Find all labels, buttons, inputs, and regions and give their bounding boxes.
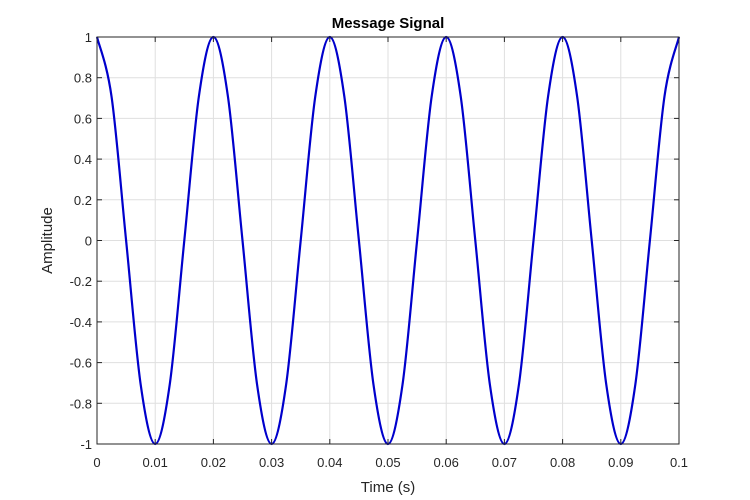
x-axis-label: Time (s)	[361, 479, 415, 496]
y-tick-label: 0.6	[74, 111, 92, 126]
y-tick-label: 0.4	[74, 152, 92, 167]
y-tick-label: 0.2	[74, 193, 92, 208]
x-tick-label: 0.03	[259, 455, 284, 470]
x-tick-label: 0.07	[492, 455, 517, 470]
ticks: 0 0.01 0.02 0.03 0.04 0.05 0.06 0.07 0.08 0.09 0.1…	[70, 30, 688, 470]
y-tick-label: -0.6	[70, 356, 92, 371]
y-tick-label: -1	[80, 437, 92, 452]
y-tick-label: -0.8	[70, 396, 92, 411]
x-tick-label: 0.06	[434, 455, 459, 470]
y-tick-label: -0.2	[70, 274, 92, 289]
x-tick-label: 0.09	[608, 455, 633, 470]
chart-title: Message Signal	[332, 15, 445, 32]
y-tick-label: 0	[85, 234, 92, 249]
x-tick-label: 0.04	[317, 455, 342, 470]
x-tick-label: 0.02	[201, 455, 226, 470]
x-tick-label: 0.08	[550, 455, 575, 470]
y-tick-label: -0.4	[70, 315, 92, 330]
x-tick-label: 0.1	[670, 455, 688, 470]
x-tick-label: 0.05	[375, 455, 400, 470]
y-axis-label: Amplitude	[39, 207, 56, 274]
x-tick-label: 0	[93, 455, 100, 470]
x-tick-label: 0.01	[143, 455, 168, 470]
y-tick-label: 1	[85, 30, 92, 45]
y-tick-label: 0.8	[74, 71, 92, 86]
